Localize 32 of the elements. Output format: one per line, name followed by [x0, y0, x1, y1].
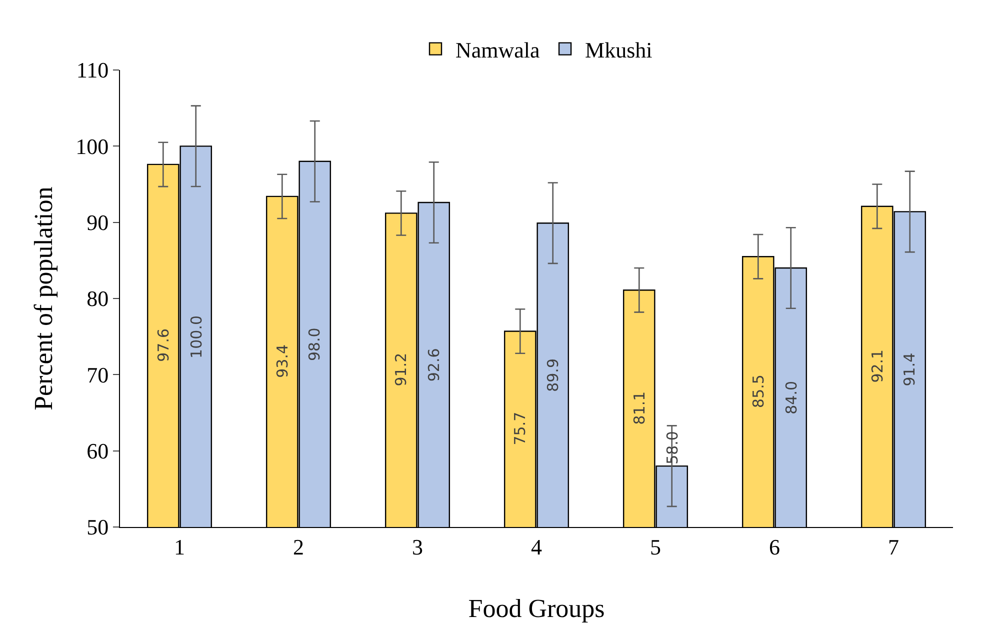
data-label: 92.6 — [425, 348, 444, 382]
y-tick-label: 70 — [86, 362, 109, 388]
data-label: 98.0 — [306, 328, 324, 362]
x-tick-label: 1 — [174, 534, 185, 560]
x-axis-title: Food Groups — [468, 594, 605, 624]
y-tick-label: 80 — [86, 286, 109, 312]
x-tick-label: 4 — [531, 534, 542, 560]
data-label: 81.1 — [630, 391, 649, 425]
data-label: 92.1 — [868, 349, 886, 383]
data-label: 93.4 — [273, 344, 292, 378]
data-label: 91.2 — [392, 352, 410, 386]
y-axis-title: Percent of population — [29, 186, 58, 410]
data-label: 91.4 — [900, 352, 919, 386]
y-tick-label: 110 — [76, 58, 109, 83]
x-tick-label: 7 — [888, 534, 899, 560]
legend-label: Namwala — [456, 37, 540, 62]
data-label: 89.9 — [544, 358, 562, 392]
x-tick-label: 2 — [293, 534, 304, 560]
legend-label: Mkushi — [585, 37, 652, 62]
data-label: 85.5 — [749, 374, 768, 408]
x-tick-label: 6 — [769, 534, 780, 560]
y-tick-label: 60 — [86, 438, 109, 464]
y-tick-label: 100 — [76, 134, 109, 159]
y-tick-label: 90 — [86, 210, 109, 236]
data-label: 84.0 — [782, 380, 800, 414]
data-label: 100.0 — [187, 315, 206, 358]
data-label: 58.0 — [663, 431, 682, 464]
x-tick-label: 5 — [650, 534, 661, 560]
x-tick-label: 3 — [412, 534, 423, 560]
data-label: 75.7 — [511, 412, 530, 446]
y-tick-label: 50 — [86, 514, 109, 540]
data-label: 97.6 — [154, 328, 172, 362]
